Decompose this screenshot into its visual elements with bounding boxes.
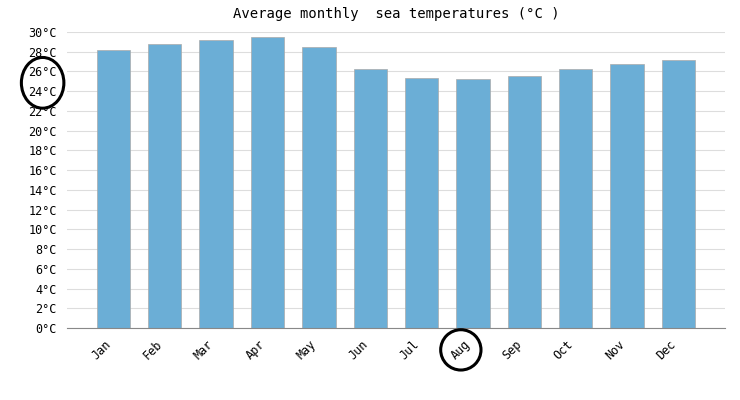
- Bar: [662, 60, 696, 328]
- Bar: [405, 78, 438, 328]
- Bar: [302, 47, 335, 328]
- Bar: [199, 40, 232, 328]
- Bar: [96, 50, 130, 328]
- Title: Average monthly  sea temperatures (°C ): Average monthly sea temperatures (°C ): [232, 7, 559, 21]
- Bar: [251, 37, 284, 328]
- Bar: [148, 44, 181, 328]
- Bar: [508, 76, 541, 328]
- Bar: [559, 70, 593, 328]
- Bar: [610, 64, 644, 328]
- Bar: [457, 79, 490, 328]
- Bar: [354, 70, 387, 328]
